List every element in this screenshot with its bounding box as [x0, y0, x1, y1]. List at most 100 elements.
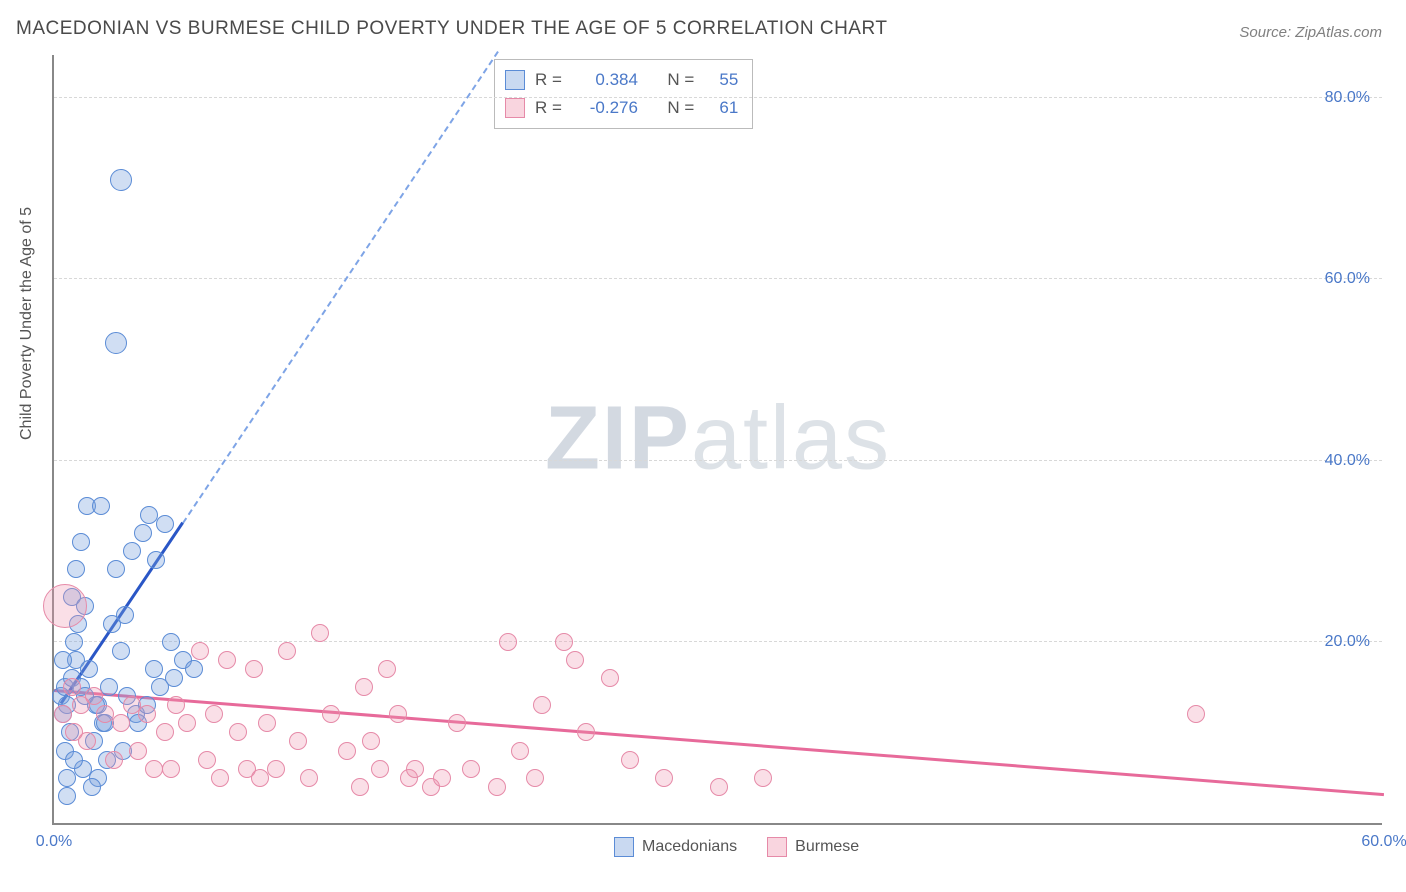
data-point [566, 651, 584, 669]
data-point [488, 778, 506, 796]
source-credit: Source: ZipAtlas.com [1239, 24, 1382, 41]
data-point [191, 642, 209, 660]
watermark: ZIPatlas [545, 388, 891, 491]
trend-line [182, 51, 498, 523]
data-point [178, 714, 196, 732]
swatch-blue-icon [505, 70, 525, 90]
data-point [499, 633, 517, 651]
data-point [145, 760, 163, 778]
data-point [258, 714, 276, 732]
data-point [129, 742, 147, 760]
source-prefix: Source: [1239, 24, 1295, 41]
data-point [105, 751, 123, 769]
gridline-h [54, 460, 1382, 461]
data-point [138, 705, 156, 723]
data-point [355, 678, 373, 696]
data-point [278, 642, 296, 660]
data-point [107, 560, 125, 578]
data-point [577, 723, 595, 741]
data-point [43, 584, 87, 628]
data-point [389, 705, 407, 723]
data-point [65, 633, 83, 651]
data-point [555, 633, 573, 651]
data-point [378, 660, 396, 678]
n-value-macedonians: 55 [704, 66, 738, 94]
legend-item-burmese: Burmese [767, 837, 859, 857]
gridline-h [54, 97, 1382, 98]
data-point [218, 651, 236, 669]
data-point [362, 732, 380, 750]
data-point [311, 624, 329, 642]
data-point [406, 760, 424, 778]
swatch-pink-icon [505, 98, 525, 118]
data-point [116, 606, 134, 624]
data-point [58, 787, 76, 805]
data-point [112, 714, 130, 732]
data-point [289, 732, 307, 750]
y-tick-label: 80.0% [1325, 89, 1370, 107]
data-point [185, 660, 203, 678]
data-point [162, 760, 180, 778]
data-point [229, 723, 247, 741]
y-tick-label: 60.0% [1325, 270, 1370, 288]
data-point [205, 705, 223, 723]
data-point [145, 660, 163, 678]
data-point [1187, 705, 1205, 723]
legend-label: Burmese [795, 838, 859, 856]
data-point [105, 332, 127, 354]
y-tick-label: 20.0% [1325, 633, 1370, 651]
data-point [300, 769, 318, 787]
data-point [54, 705, 72, 723]
data-point [462, 760, 480, 778]
data-point [448, 714, 466, 732]
data-point [601, 669, 619, 687]
swatch-blue-icon [614, 837, 634, 857]
data-point [338, 742, 356, 760]
data-point [621, 751, 639, 769]
data-point [63, 678, 81, 696]
data-point [147, 551, 165, 569]
data-point [123, 542, 141, 560]
y-axis-label: Child Poverty Under the Age of 5 [18, 207, 36, 440]
data-point [156, 515, 174, 533]
data-point [112, 642, 130, 660]
data-point [100, 678, 118, 696]
data-point [526, 769, 544, 787]
data-point [165, 669, 183, 687]
legend-stats-row-macedonians: R = 0.384 N = 55 [505, 66, 738, 94]
gridline-h [54, 641, 1382, 642]
data-point [110, 169, 132, 191]
data-point [162, 633, 180, 651]
x-tick-label: 60.0% [1361, 833, 1406, 851]
watermark-bold: ZIP [545, 389, 691, 489]
data-point [267, 760, 285, 778]
n-label: N = [667, 66, 694, 94]
data-point [167, 696, 185, 714]
data-point [655, 769, 673, 787]
data-point [134, 524, 152, 542]
chart-title: MACEDONIAN VS BURMESE CHILD POVERTY UNDE… [16, 18, 887, 40]
data-point [58, 769, 76, 787]
scatter-plot: ZIPatlas R = 0.384 N = 55 R = -0.276 N =… [52, 55, 1382, 825]
data-point [67, 560, 85, 578]
data-point [80, 660, 98, 678]
data-point [251, 769, 269, 787]
data-point [351, 778, 369, 796]
data-point [710, 778, 728, 796]
legend-bottom: Macedonians Burmese [614, 837, 859, 857]
data-point [433, 769, 451, 787]
data-point [322, 705, 340, 723]
data-point [92, 497, 110, 515]
data-point [83, 778, 101, 796]
legend-stats-box: R = 0.384 N = 55 R = -0.276 N = 61 [494, 59, 753, 129]
r-label: R = [535, 66, 562, 94]
data-point [371, 760, 389, 778]
data-point [533, 696, 551, 714]
data-point [85, 687, 103, 705]
data-point [198, 751, 216, 769]
data-point [65, 751, 83, 769]
swatch-pink-icon [767, 837, 787, 857]
watermark-rest: atlas [691, 389, 891, 489]
gridline-h [54, 278, 1382, 279]
legend-item-macedonians: Macedonians [614, 837, 737, 857]
